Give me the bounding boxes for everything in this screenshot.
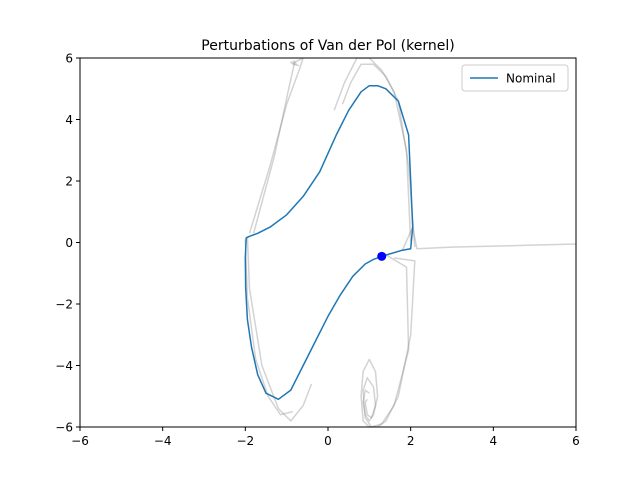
start-point-group xyxy=(377,251,387,261)
legend-label-nominal: Nominal xyxy=(506,72,556,86)
x-tick-label: 6 xyxy=(572,434,580,448)
y-tick-label: −6 xyxy=(55,421,73,435)
axis-ticks: −6 −4 −2 0 2 4 6 −6 −4 −2 0 2 4 6 xyxy=(55,52,580,449)
start-point-marker xyxy=(377,251,387,261)
perturbed-trajectory-7 xyxy=(252,60,298,234)
legend: Nominal xyxy=(461,64,569,92)
perturbed-trajectory-2 xyxy=(360,257,416,427)
nominal-trajectory-group xyxy=(244,84,414,401)
perturbed-trajectory-4 xyxy=(246,236,313,422)
legend-box xyxy=(461,64,569,92)
y-tick-label: −4 xyxy=(55,359,73,373)
perturbed-trajectories xyxy=(244,58,576,427)
perturbed-trajectory-5 xyxy=(244,239,294,416)
y-tick-label: −2 xyxy=(55,298,73,312)
x-tick-label: 2 xyxy=(407,434,415,448)
y-tick-label: 2 xyxy=(65,175,73,189)
y-tick-label: 4 xyxy=(65,113,73,127)
y-tick-label: 6 xyxy=(65,52,73,66)
x-tick-label: 4 xyxy=(490,434,498,448)
x-tick-label: 0 xyxy=(324,434,332,448)
chart-title: Perturbations of Van der Pol (kernel) xyxy=(201,38,454,54)
perturbed-trajectory-8 xyxy=(333,58,412,243)
y-tick-label: 0 xyxy=(65,236,73,250)
perturbed-trajectory-3 xyxy=(362,254,410,427)
nominal-trajectory-line xyxy=(244,84,414,401)
x-tick-label: −4 xyxy=(154,434,172,448)
x-tick-label: −2 xyxy=(236,434,254,448)
x-tick-label: −6 xyxy=(71,434,89,448)
perturbed-trajectory-6 xyxy=(248,58,304,234)
plot-area xyxy=(80,58,576,427)
perturbed-trajectory-9 xyxy=(341,63,416,248)
